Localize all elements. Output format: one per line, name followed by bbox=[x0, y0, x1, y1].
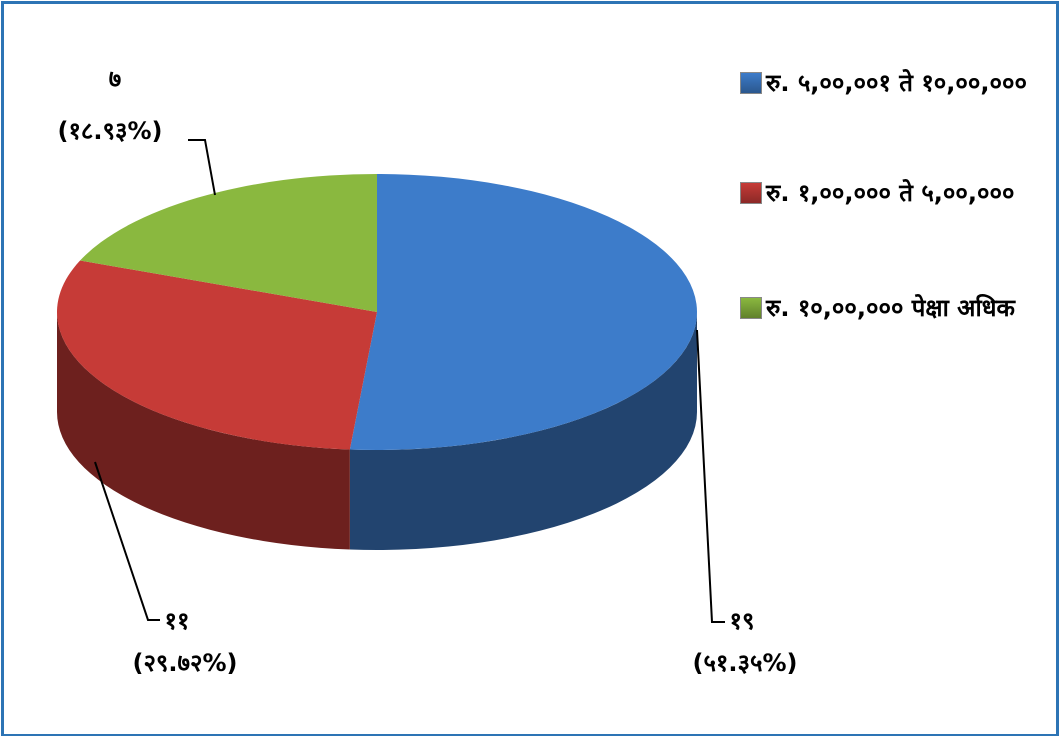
legend-item: रु. १,००,००० ते ५,००,००० bbox=[740, 170, 1030, 216]
slice-side bbox=[349, 312, 697, 550]
leader-line bbox=[94, 461, 160, 621]
percentage-label: (५१.३५%) bbox=[692, 649, 798, 677]
leader-line bbox=[696, 329, 725, 623]
legend-item: रु. ५,००,००१ ते १०,००,००० bbox=[740, 60, 1030, 106]
legend-label: रु. १,००,००० ते ५,००,००० bbox=[766, 179, 1015, 207]
percentage-label: (१८.९३%) bbox=[57, 117, 163, 145]
legend-label: रु. १०,००,००० पेक्षा अधिक bbox=[766, 294, 1015, 322]
legend-swatch bbox=[740, 72, 762, 94]
value-label: १९ bbox=[729, 607, 755, 635]
legend-item: रु. १०,००,००० पेक्षा अधिक bbox=[740, 285, 1030, 331]
legend-swatch bbox=[740, 297, 762, 319]
slice-side bbox=[57, 312, 350, 550]
value-label: ११ bbox=[164, 607, 190, 635]
value-label: ७ bbox=[108, 65, 122, 93]
legend-swatch bbox=[740, 182, 762, 204]
percentage-label: (२९.७२%) bbox=[132, 649, 238, 677]
slice bbox=[57, 260, 378, 450]
legend-label: रु. ५,००,००१ ते १०,००,००० bbox=[766, 69, 1027, 97]
slice bbox=[349, 174, 697, 450]
slice bbox=[80, 174, 378, 312]
leader-line bbox=[188, 139, 216, 196]
